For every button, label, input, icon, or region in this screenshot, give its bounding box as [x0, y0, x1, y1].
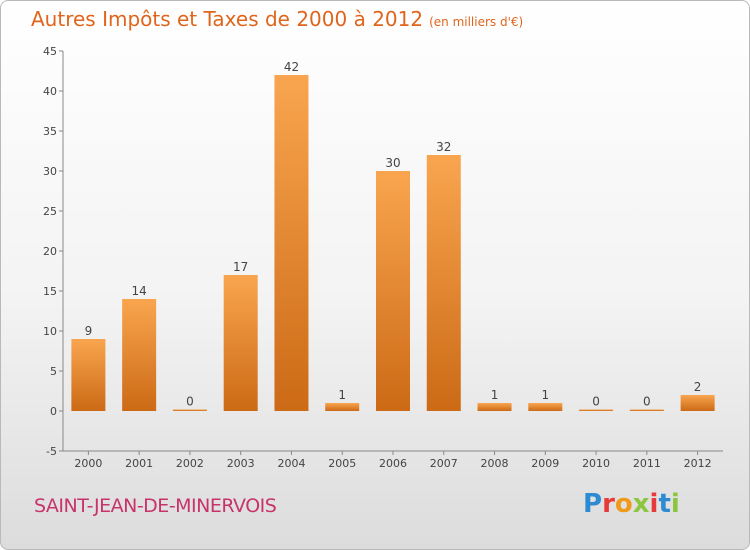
bar-layer: [71, 75, 715, 412]
x-tick-label: 2010: [582, 457, 610, 470]
bar[interactable]: [579, 409, 614, 412]
y-tick-label: 0: [50, 405, 57, 418]
bar[interactable]: [274, 75, 309, 411]
data-label: 1: [491, 388, 499, 402]
chart-subtitle: (en milliers d'€): [429, 15, 524, 29]
data-label: 9: [85, 324, 93, 338]
data-label: 2: [694, 380, 702, 394]
bar[interactable]: [223, 275, 258, 411]
bar[interactable]: [325, 403, 360, 411]
y-tick-label: 20: [43, 245, 57, 258]
bar[interactable]: [376, 171, 410, 411]
logo-letter: i: [670, 489, 680, 519]
x-tick-label: 2006: [379, 457, 407, 470]
x-tick-label: 2003: [227, 457, 255, 470]
bar[interactable]: [71, 339, 106, 411]
bar[interactable]: [680, 395, 715, 411]
bar[interactable]: [477, 403, 512, 411]
x-tick-label: 2005: [328, 457, 356, 470]
y-tick-label: 35: [43, 125, 57, 138]
x-tick-label: 2002: [176, 457, 204, 470]
logo-letter: t: [658, 489, 671, 519]
commune-name: SAINT-JEAN-DE-MINERVOIS: [34, 495, 277, 517]
data-label: 17: [233, 260, 248, 274]
y-tick-label: 25: [43, 205, 57, 218]
bar[interactable]: [172, 409, 207, 412]
bar[interactable]: [528, 403, 563, 411]
data-label: 14: [132, 284, 147, 298]
label-layer: 9 14 0 17 42 1 30 32 1 1 0 0 2: [85, 60, 702, 409]
y-tick-label: 40: [43, 85, 57, 98]
x-tick-label: 2008: [481, 457, 509, 470]
logo-letter: x: [632, 489, 650, 519]
x-tick-label: 2004: [277, 457, 305, 470]
data-label: 0: [592, 395, 600, 409]
logo-letter: P: [583, 489, 603, 519]
bar[interactable]: [122, 299, 157, 411]
x-tick-label: 2012: [684, 457, 712, 470]
data-label: 0: [186, 395, 194, 409]
x-tick-label: 2007: [430, 457, 458, 470]
data-label: 1: [541, 388, 549, 402]
logo-letter: r: [602, 489, 615, 519]
y-tick-label: 15: [43, 285, 57, 298]
y-tick-label: 10: [43, 325, 57, 338]
logo-letter: o: [614, 489, 633, 519]
x-tick-label: 2009: [531, 457, 559, 470]
data-label: 30: [385, 156, 400, 170]
data-label: 1: [338, 388, 346, 402]
bar[interactable]: [426, 155, 461, 411]
data-label: 32: [436, 140, 451, 154]
proxiti-logo[interactable]: Proxiti: [583, 489, 680, 519]
data-label: 42: [284, 60, 299, 74]
y-tick-label: -5: [46, 445, 57, 458]
y-tick-label: 45: [43, 45, 57, 58]
y-tick-label: 30: [43, 165, 57, 178]
x-tick-label: 2011: [633, 457, 661, 470]
chart-title: Autres Impôts et Taxes de 2000 à 2012 (en…: [31, 7, 524, 31]
logo-letter: i: [649, 489, 659, 519]
x-tick-label: 2001: [125, 457, 153, 470]
y-tick-label: 5: [50, 365, 57, 378]
data-label: 0: [643, 395, 651, 409]
x-tick-label: 2000: [74, 457, 102, 470]
bar[interactable]: [629, 409, 664, 412]
